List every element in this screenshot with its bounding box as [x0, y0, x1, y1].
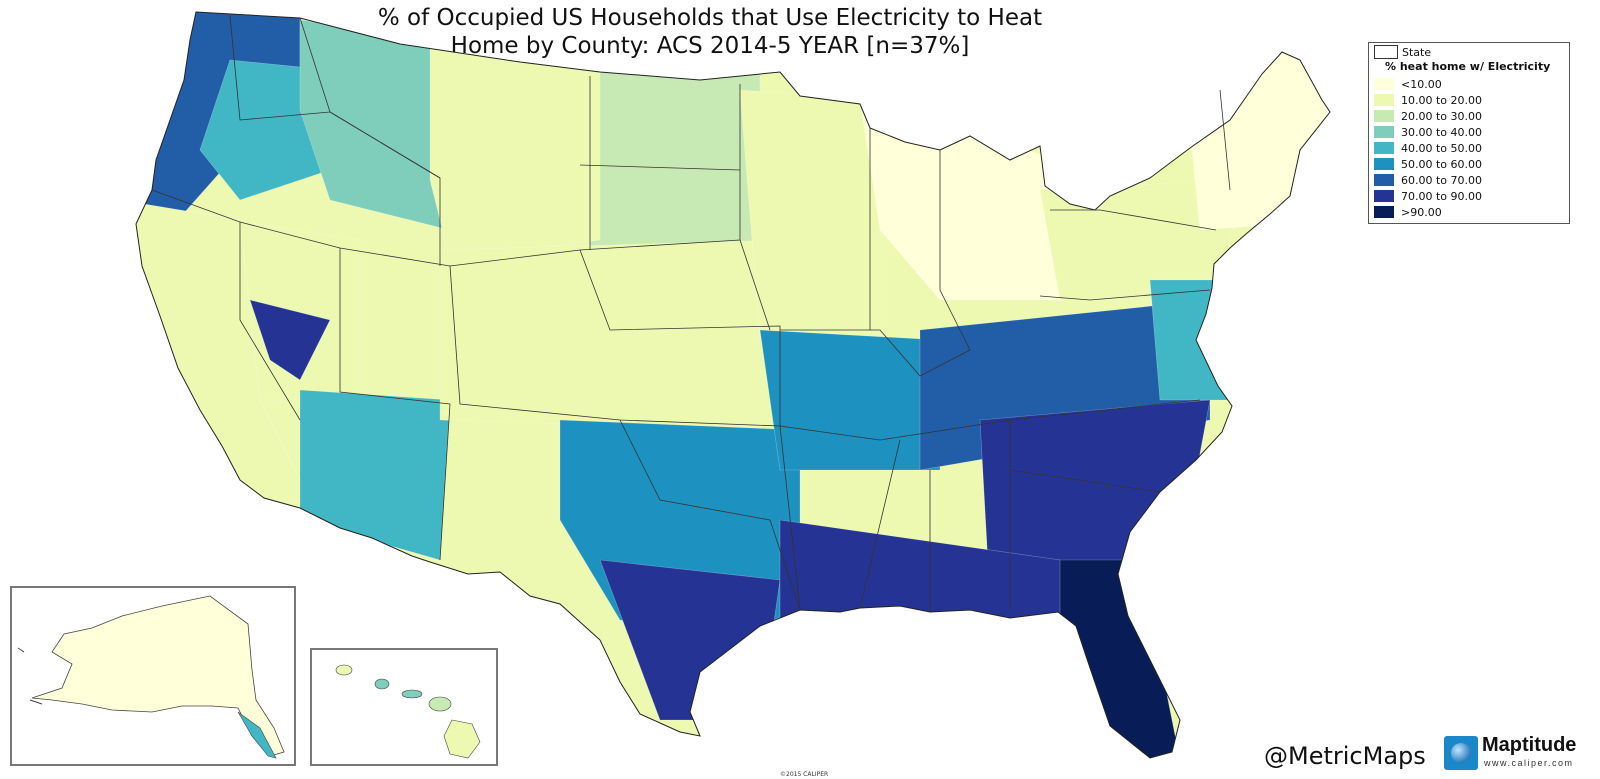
legend-swatch — [1374, 126, 1394, 138]
legend-class-label: >90.00 — [1401, 205, 1442, 219]
legend-swatch — [1374, 190, 1394, 202]
legend-class-label: 40.00 to 50.00 — [1401, 141, 1483, 155]
legend-class-label: 30.00 to 40.00 — [1401, 125, 1483, 139]
region-montana-wyoming — [429, 39, 601, 261]
map-title: % of Occupied US Households that Use Ele… — [330, 4, 1090, 60]
title-line-2: Home by County: ACS 2014-5 YEAR [n=37%] — [450, 33, 970, 59]
legend-heading: % heat home w/ Electricity — [1385, 60, 1551, 73]
molokai-island — [401, 689, 423, 699]
maptitude-logo: Maptitude www.caliper.com — [1444, 734, 1594, 774]
northwest-borders — [229, 15, 441, 179]
legend-class-row: >90.00 — [1374, 205, 1442, 219]
legend-class-label: 60.00 to 70.00 — [1401, 173, 1483, 187]
region-mid-atlantic — [1149, 279, 1231, 401]
region-ozarks-mid-south — [759, 329, 941, 471]
state-borders — [151, 76, 1231, 612]
globe-icon — [1444, 736, 1478, 770]
region-colorado-kansas — [439, 239, 781, 431]
legend-class-row: 20.00 to 30.00 — [1374, 109, 1482, 123]
legend-swatch — [1374, 110, 1394, 122]
legend-class-label: 10.00 to 20.00 — [1401, 93, 1483, 107]
legend-swatch — [1374, 158, 1394, 170]
legend-class-row: <10.00 — [1374, 77, 1442, 91]
author-handle: @MetricMaps — [1264, 742, 1426, 770]
region-arizona — [299, 389, 451, 561]
legend-class-row: 10.00 to 20.00 — [1374, 93, 1482, 107]
legend-state-label: State — [1402, 45, 1432, 59]
legend-swatch — [1374, 206, 1394, 218]
legend-class-row: 40.00 to 50.00 — [1374, 141, 1482, 155]
oahu-island — [374, 678, 390, 690]
map-legend: State % heat home w/ Electricity <10.00 1… — [1368, 42, 1570, 224]
legend-state-row: State — [1374, 45, 1431, 59]
region-florida — [1039, 559, 1181, 758]
legend-class-row: 50.00 to 60.00 — [1374, 157, 1482, 171]
hawaii-inset — [310, 648, 498, 766]
title-line-1: % of Occupied US Households that Use Ele… — [377, 5, 1043, 31]
logo-name: Maptitude — [1482, 734, 1577, 756]
maui-island — [428, 696, 452, 712]
us-outline — [135, 11, 1331, 759]
alaska-panhandle — [237, 711, 277, 759]
legend-class-label: 20.00 to 30.00 — [1401, 109, 1483, 123]
legend-class-row: 30.00 to 40.00 — [1374, 125, 1482, 139]
legend-swatch — [1374, 174, 1394, 186]
alaska-inset — [10, 586, 296, 766]
legend-class-label: 50.00 to 60.00 — [1401, 157, 1483, 171]
alaska-shape — [31, 595, 285, 757]
state-outline-swatch — [1374, 45, 1398, 59]
legend-class-label: 70.00 to 90.00 — [1401, 189, 1483, 203]
hawaii-map — [335, 664, 481, 759]
region-southern-nevada — [249, 299, 331, 381]
big-island — [443, 719, 481, 759]
copyright-text: ©2015 CALIPER — [780, 771, 829, 778]
legend-class-label: <10.00 — [1401, 77, 1442, 91]
logo-url: www.caliper.com — [1484, 758, 1574, 768]
legend-class-row: 60.00 to 70.00 — [1374, 173, 1482, 187]
kauai-island — [335, 664, 353, 676]
legend-class-row: 70.00 to 90.00 — [1374, 189, 1482, 203]
legend-swatch — [1374, 78, 1394, 90]
legend-swatch — [1374, 94, 1394, 106]
legend-swatch — [1374, 142, 1394, 154]
alaska-map — [17, 595, 285, 759]
aleutian-islands — [17, 647, 43, 705]
